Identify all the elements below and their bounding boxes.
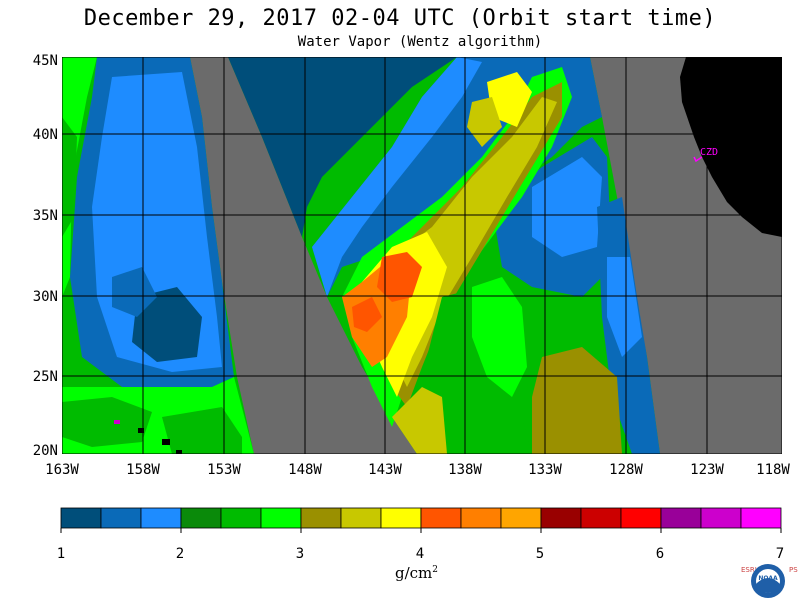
lat-label-30n: 30N	[32, 289, 58, 305]
colorbar-swatch	[500, 507, 542, 529]
colorbar-swatch	[100, 507, 142, 529]
lon-label-118w: 118W	[756, 462, 790, 478]
lon-label-153w: 153W	[207, 462, 241, 478]
colorbar-swatch	[180, 507, 222, 529]
land-mass	[680, 57, 782, 237]
lat-label-40n: 40N	[32, 127, 58, 143]
colorbar-swatch	[220, 507, 262, 529]
colorbar-swatch	[420, 507, 462, 529]
colorbar-tick-6: 6	[655, 546, 665, 562]
logo-right-letters: PSD	[789, 566, 798, 574]
station-marker: CZD	[693, 147, 718, 163]
lon-label-133w: 133W	[528, 462, 562, 478]
colorbar-swatch	[60, 507, 102, 529]
lon-label-138w: 138W	[448, 462, 482, 478]
colorbar-swatch	[140, 507, 182, 529]
station-label: CZD	[700, 147, 718, 158]
lon-label-128w: 128W	[609, 462, 643, 478]
lat-label-25n: 25N	[32, 369, 58, 385]
left-swath	[62, 57, 254, 454]
colorbar-swatch	[380, 507, 422, 529]
units-base: g/cm	[395, 564, 433, 582]
colorbar-tick-3: 3	[295, 546, 305, 562]
map-grid	[62, 57, 782, 454]
colorbar-swatch	[260, 507, 302, 529]
logo-left-letters: ESRL	[741, 566, 759, 574]
colorbar-tick-4: 4	[415, 546, 425, 562]
lon-label-158w: 158W	[126, 462, 160, 478]
colorbar-tick-2: 2	[175, 546, 185, 562]
colorbar-swatch	[700, 507, 742, 529]
colorbar-swatch	[460, 507, 502, 529]
colorbar-swatch	[540, 507, 582, 529]
lon-label-143w: 143W	[368, 462, 402, 478]
colorbar-swatch	[580, 507, 622, 529]
logo-badge-text: NOAA	[758, 575, 778, 582]
noaa-esrl-logo: ESRL NOAA PSD	[741, 564, 798, 598]
map-subtitle: Water Vapor (Wentz algorithm)	[297, 34, 543, 50]
colorbar-swatch	[300, 507, 342, 529]
lat-label-20n: 20N	[32, 443, 58, 459]
lat-label-35n: 35N	[32, 208, 58, 224]
colorbar	[60, 507, 782, 533]
lat-label-45n: 45N	[32, 53, 58, 69]
colorbar-tick-1: 1	[56, 546, 66, 562]
colorbar-swatch	[660, 507, 702, 529]
units-exponent: 2	[432, 565, 439, 575]
lon-label-148w: 148W	[288, 462, 322, 478]
colorbar-swatch	[740, 507, 782, 529]
colorbar-swatch	[340, 507, 382, 529]
water-vapor-map: CZD	[62, 57, 782, 454]
colorbar-units: g/cm2	[395, 564, 438, 582]
lon-label-163w: 163W	[45, 462, 79, 478]
colorbar-swatch	[620, 507, 662, 529]
colorbar-tick-7: 7	[775, 546, 785, 562]
map-title: December 29, 2017 02-04 UTC (Orbit start…	[83, 6, 717, 31]
lon-label-123w: 123W	[690, 462, 724, 478]
colorbar-tick-5: 5	[535, 546, 545, 562]
